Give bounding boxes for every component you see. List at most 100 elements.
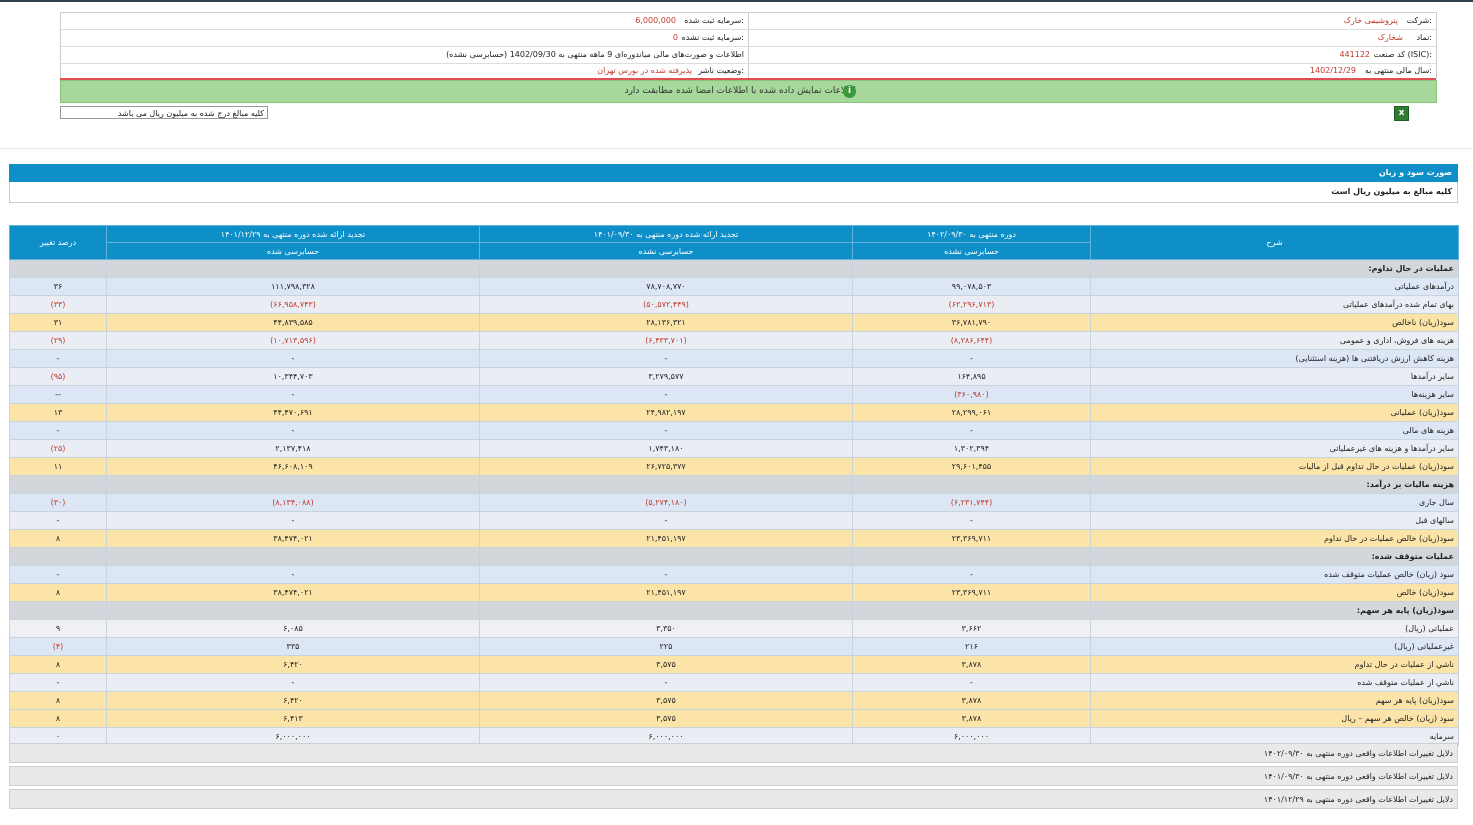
value-period-2: - <box>479 565 853 584</box>
table-row: سود(زیان) عملیاتی ۲۸,۲۹۹,۰۶۱ ۲۴,۹۸۲,۱۹۷ ۴۴,… <box>9 403 1459 422</box>
value-period-3: (۶۶,۹۵۸,۷۴۳) <box>106 295 480 314</box>
value-period-1: ۲۸,۲۹۹,۰۶۱ <box>852 403 1091 422</box>
value-period-3: ۳۸,۴۷۴,۰۲۱ <box>106 529 480 548</box>
value-change: ۸ <box>9 709 107 728</box>
section-subtitle: کلیه مبالغ به میلیون ریال است <box>1331 187 1452 196</box>
info-row: سال مالی منتهی به: 1402/12/29 وضعیت ناشر… <box>61 63 1436 79</box>
reason-row-3[interactable]: دلایل تغییرات اطلاعات واقعی دوره منتهی ب… <box>9 789 1458 809</box>
value-period-3: - <box>106 421 480 440</box>
table-row: هزینه های فروش، اداری و عمومی (۸,۲۸۶,۶۴۴)… <box>9 331 1459 350</box>
col-header-period-1: دوره منتهی به ۱۴۰۲/۰۹/۳۰ <box>852 225 1091 243</box>
value-change: - <box>9 673 107 692</box>
table-row: سود(زیان) پایه هر سهم ۳,۸۷۸ ۳,۵۷۵ ۶,۴۲۰ ۸ <box>9 691 1459 710</box>
value-period-2: ۳,۳۵۰ <box>479 619 853 638</box>
value-period-1: (۶,۲۳۱,۷۴۴) <box>852 493 1091 512</box>
value-period-1: ۲۳,۳۶۹,۷۱۱ <box>852 583 1091 602</box>
value-change: - <box>9 511 107 530</box>
notice-text: اطلاعات نمایش داده شده با اطلاعات امضا ش… <box>624 86 856 96</box>
signature-match-notice: اطلاعات نمایش داده شده با اطلاعات امضا ش… <box>60 80 1437 103</box>
value-period-2: - <box>479 511 853 530</box>
row-desc: درآمدهای عملیاتی <box>1090 277 1459 296</box>
value-period-1: ۳۶,۷۸۱,۷۹۰ <box>852 313 1091 332</box>
value-period-3: - <box>106 511 480 530</box>
value-period-1: ۳,۸۷۸ <box>852 709 1091 728</box>
value-period-3: ۲,۱۳۷,۴۱۸ <box>106 439 480 458</box>
value-period-2: - <box>479 673 853 692</box>
value-change: - <box>9 421 107 440</box>
table-subheader-row: حسابرسی نشده حسابرسی نشده حسابرسی شده <box>10 242 1459 260</box>
value-period-1: ۳,۸۷۸ <box>852 691 1091 710</box>
table-row: هزینه کاهش ارزش دریافتنی ها (هزینه استثن… <box>9 349 1459 368</box>
unregistered-capital-label: سرمایه ثبت نشده: <box>681 33 744 42</box>
row-desc: ناشي از عمليات در حال تداوم <box>1090 655 1459 674</box>
value-period-3: ۳۳۵ <box>106 637 480 656</box>
value-period-3: ۶,۴۲۰ <box>106 655 480 674</box>
value-change: ۸ <box>9 655 107 674</box>
value-change: ۸ <box>9 583 107 602</box>
value-change: (۹۵) <box>9 367 107 386</box>
value-change <box>9 259 107 278</box>
value-period-1 <box>852 601 1091 620</box>
company-value[interactable]: پتروشیمی خارک <box>1343 16 1398 25</box>
value-period-1: ۳,۶۶۲ <box>852 619 1091 638</box>
value-period-3: ۶,۰۰۰,۰۰۰ <box>106 727 480 746</box>
top-border <box>0 0 1473 2</box>
reason-row-2[interactable]: دلایل تغییرات اطلاعات واقعی دوره منتهی ب… <box>9 766 1458 786</box>
table-row: ناشي از عمليات متوقف شده - - - - <box>9 673 1459 692</box>
value-period-1 <box>852 259 1091 278</box>
info-row: کد صنعت (ISIC): 441122 اطلاعات و صورت‌ها… <box>61 47 1436 64</box>
value-period-1: (۳۶۰,۹۸۰) <box>852 385 1091 404</box>
col-header-desc: شرح <box>1090 225 1459 260</box>
value-period-2: ۱,۷۴۳,۱۸۰ <box>479 439 853 458</box>
info-row: نماد: شخارک سرمایه ثبت نشده: 0 <box>61 30 1436 47</box>
value-change: ۱۳ <box>9 403 107 422</box>
col-subheader-period-2: حسابرسی نشده <box>479 242 853 260</box>
value-change: ۳۱ <box>9 313 107 332</box>
col-subheader-period-1: حسابرسی نشده <box>852 242 1091 260</box>
table-row: عملیاتی (ریال) ۳,۶۶۲ ۳,۳۵۰ ۶,۰۸۵ ۹ <box>9 619 1459 638</box>
value-period-1: ۲۳,۳۶۹,۷۱۱ <box>852 529 1091 548</box>
row-desc: سود(زیان) خالص <box>1090 583 1459 602</box>
value-period-2: ۷۸,۷۰۸,۷۷۰ <box>479 277 853 296</box>
value-period-1: (۶۲,۲۹۶,۷۱۳) <box>852 295 1091 314</box>
table-row: عملیات متوقف شده: <box>9 547 1459 566</box>
table-row: ناشي از عمليات در حال تداوم ۳,۸۷۸ ۳,۵۷۵ ۶,۴… <box>9 655 1459 674</box>
section-subheader: کلیه مبالغ به میلیون ریال است <box>9 182 1458 203</box>
excel-icon[interactable]: x <box>1394 106 1409 121</box>
value-period-1: ۲۹,۶۰۱,۴۵۵ <box>852 457 1091 476</box>
divider <box>0 148 1473 149</box>
value-period-1: - <box>852 511 1091 530</box>
value-period-2: - <box>479 349 853 368</box>
col-header-period-3: تجدید ارائه شده دوره منتهی به ۱۴۰۱/۱۲/۲۹ <box>106 225 480 243</box>
row-desc: سود(زیان) خالص عملیات در حال تداوم <box>1090 529 1459 548</box>
reason-row-1[interactable]: دلایل تغییرات اطلاعات واقعی دوره منتهی ب… <box>9 743 1458 763</box>
value-change: (۲۹) <box>9 331 107 350</box>
table-row: سایر درآمدها ۱۶۴,۸۹۵ ۳,۲۷۹,۵۷۷ ۱۰,۳۴۴,۷۰۳ (۹… <box>9 367 1459 386</box>
value-period-1 <box>852 475 1091 494</box>
isic-value: 441122 <box>1339 50 1370 59</box>
table-row: سالهای قبل - - - - <box>9 511 1459 530</box>
table-row: سود(زیان) ناخالص ۳۶,۷۸۱,۷۹۰ ۲۸,۱۳۶,۳۲۱ ۴۴,۸… <box>9 313 1459 332</box>
value-period-1: - <box>852 673 1091 692</box>
row-desc: سود(زیان) عملیات در حال تداوم قبل از مال… <box>1090 457 1459 476</box>
table-row: هزینه مالیات بر درآمد: <box>9 475 1459 494</box>
value-period-2: (۵۰,۵۷۲,۴۴۹) <box>479 295 853 314</box>
table-row: سایر هزینه‌ها (۳۶۰,۹۸۰) - - -- <box>9 385 1459 404</box>
value-change <box>9 547 107 566</box>
company-info-panel: شرکت: پتروشیمی خارک سرمایه ثبت شده: 6,00… <box>60 12 1437 79</box>
info-bottom-border <box>60 78 1436 80</box>
symbol-value[interactable]: شخارک <box>1377 33 1403 42</box>
value-period-2: ۲۸,۱۳۶,۳۲۱ <box>479 313 853 332</box>
fiscal-year-label: سال مالی منتهی به: <box>1364 66 1432 75</box>
value-period-3: ۳۸,۴۷۴,۰۲۱ <box>106 583 480 602</box>
table-row: سود(زیان) پایه هر سهم: <box>9 601 1459 620</box>
value-change <box>9 601 107 620</box>
value-period-2: ۳,۲۷۹,۵۷۷ <box>479 367 853 386</box>
value-period-2: ۲۴,۹۸۲,۱۹۷ <box>479 403 853 422</box>
registered-capital-label: سرمایه ثبت شده: <box>684 16 744 25</box>
value-period-2: ۲۱,۴۵۱,۱۹۷ <box>479 583 853 602</box>
value-period-1: ۱۶۴,۸۹۵ <box>852 367 1091 386</box>
col-header-period-2: تجدید ارائه شده دوره منتهی به ۱۴۰۱/۰۹/۳۰ <box>479 225 853 243</box>
value-period-3: - <box>106 673 480 692</box>
row-desc: هزینه های فروش، اداری و عمومی <box>1090 331 1459 350</box>
